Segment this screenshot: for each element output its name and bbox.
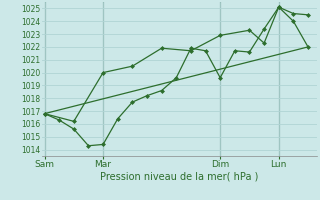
- X-axis label: Pression niveau de la mer( hPa ): Pression niveau de la mer( hPa ): [100, 172, 258, 182]
